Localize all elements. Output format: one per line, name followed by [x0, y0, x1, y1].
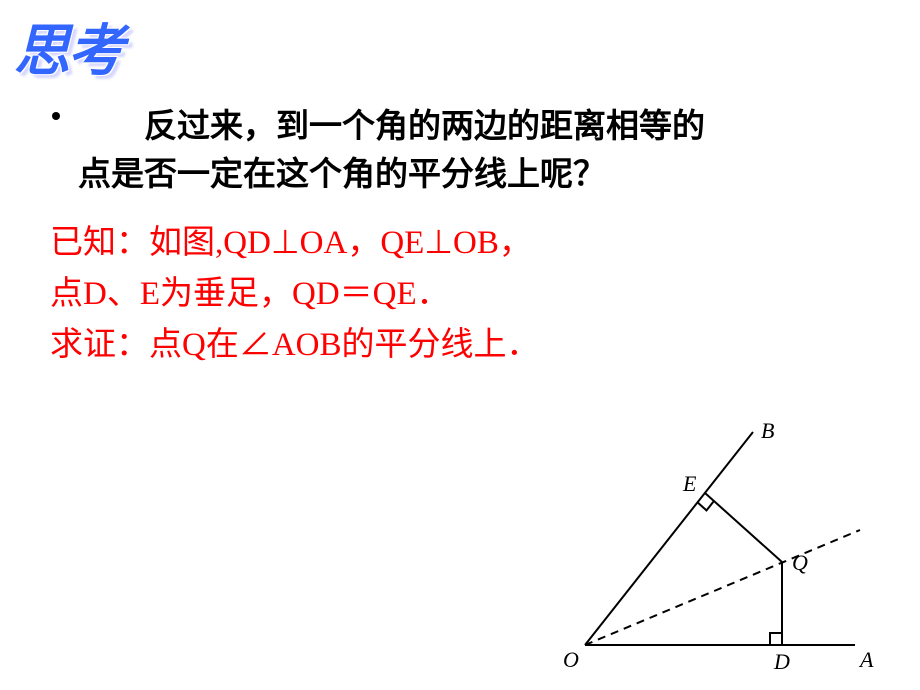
given-line3: 求证：点Q在∠AOB的平分线上．	[50, 320, 850, 371]
svg-text:A: A	[858, 647, 874, 672]
geometry-diagram: O A B D E Q	[555, 420, 875, 675]
question-line1: 反过来，到一个角的两边的距离相等的	[78, 102, 705, 150]
svg-text:E: E	[682, 471, 697, 496]
svg-text:B: B	[761, 420, 774, 443]
svg-text:O: O	[563, 647, 579, 672]
question-line2: 点是否一定在这个角的平分线上呢？	[78, 155, 606, 192]
given-line1: 已知：如图,QD⊥OA，QE⊥OB，	[50, 218, 850, 269]
given-line2: 点D、E为垂足，QD＝QE．	[50, 269, 850, 320]
given-block: 已知：如图,QD⊥OA，QE⊥OB， 点D、E为垂足，QD＝QE． 求证：点Q在…	[50, 218, 850, 371]
heading-sikao: 思考	[14, 6, 122, 87]
svg-text:D: D	[773, 649, 790, 674]
bullet-marker	[52, 112, 60, 120]
svg-text:Q: Q	[792, 550, 808, 575]
question-block: 反过来，到一个角的两边的距离相等的 点是否一定在这个角的平分线上呢？	[78, 102, 858, 198]
